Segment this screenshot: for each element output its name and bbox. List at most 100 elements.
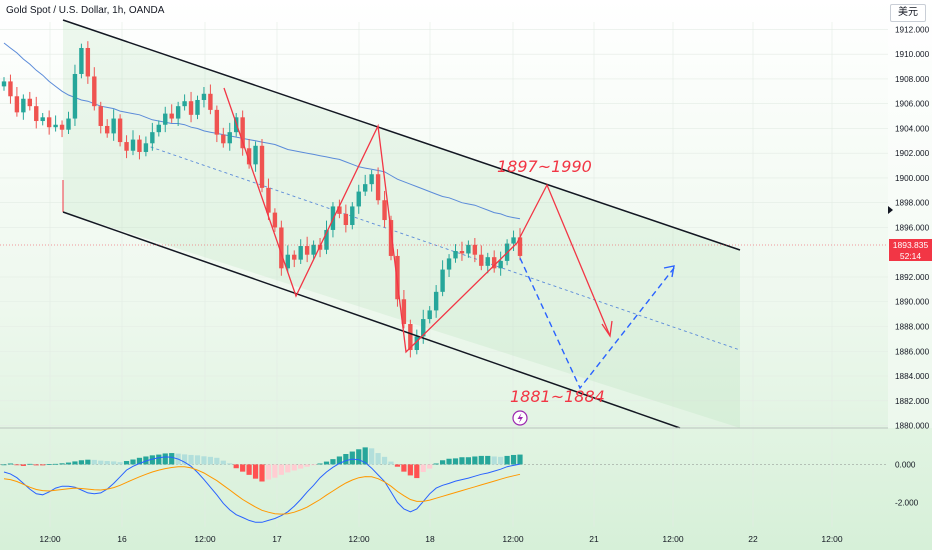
macd-histogram-bar	[20, 464, 26, 466]
macd-histogram-bar	[465, 457, 471, 465]
macd-histogram-bar	[40, 464, 46, 466]
macd-histogram-bar	[104, 461, 110, 465]
last-price-value: 1893.835	[892, 240, 929, 250]
macd-histogram-bar	[278, 464, 284, 475]
channel-lower-line	[62, 211, 681, 429]
macd-histogram-bar	[381, 456, 388, 465]
candle-body	[324, 229, 329, 250]
macd-histogram-bar	[317, 463, 323, 465]
candle-body	[408, 324, 413, 351]
macd-histogram-bar	[298, 464, 304, 469]
candle-body	[163, 113, 168, 125]
macd-histogram-bar	[252, 464, 259, 479]
candle-countdown: 52:14	[899, 250, 922, 261]
candle-body	[66, 118, 71, 130]
chart-title: Gold Spot / U.S. Dollar, 1h, OANDA	[6, 5, 165, 16]
channel-midline	[144, 144, 741, 351]
macd-histogram-bar	[143, 456, 149, 465]
candle-body	[350, 206, 355, 225]
candle-body	[511, 237, 516, 244]
macd-histogram-bar	[194, 455, 201, 465]
macd-histogram-bar	[504, 455, 510, 465]
candle-body	[221, 134, 226, 144]
macd-histogram-bar	[111, 461, 117, 465]
channel-upper-line	[62, 19, 741, 251]
macd-tick-label: 0.000	[895, 460, 916, 469]
macd-histogram-bar	[85, 459, 91, 465]
macd-histogram-bar	[440, 460, 446, 465]
macd-histogram-bar	[517, 454, 523, 465]
last-price-tag: 1893.835 52:14	[889, 239, 932, 261]
candle-body	[401, 299, 407, 325]
price-tick-label: 1886.000	[895, 347, 930, 356]
macd-histogram-bar	[169, 453, 175, 465]
macd-histogram-bar	[78, 460, 84, 465]
macd-histogram-bar	[65, 462, 72, 465]
blue-arrowhead-icon	[663, 265, 675, 278]
macd-histogram-bar	[356, 449, 362, 465]
candle-body	[46, 117, 52, 128]
macd-histogram-bar	[388, 461, 394, 465]
annotation-support: 1881~1884	[510, 387, 605, 406]
candle-body	[143, 143, 149, 152]
macd-histogram-bar	[182, 454, 188, 465]
candle-body	[208, 93, 213, 110]
candle-body	[395, 255, 400, 300]
candle-body	[137, 139, 142, 152]
macd-tick-label: -2.000	[895, 498, 919, 507]
macd-histogram-bar	[246, 464, 252, 475]
macd-histogram-bar	[485, 455, 491, 465]
axis-scroll-arrow-icon[interactable]	[888, 206, 893, 214]
time-tick-label: 12:00	[502, 534, 524, 544]
macd-histogram-bar	[369, 448, 375, 465]
price-axis-bg[interactable]	[888, 22, 932, 428]
candle-body	[259, 145, 265, 188]
annotation-resistance: 1897~1990	[497, 157, 592, 176]
candle-body	[124, 142, 129, 151]
price-tick-label: 1896.000	[895, 223, 930, 232]
macd-histogram-bar	[427, 464, 433, 469]
macd-histogram-bar	[59, 463, 65, 465]
macd-line	[3, 456, 521, 523]
candle-body	[34, 106, 39, 122]
candle-body	[466, 244, 471, 254]
macd-histogram-bar	[394, 464, 401, 467]
macd-histogram-bar	[498, 456, 504, 465]
price-tick-label: 1900.000	[895, 174, 930, 183]
macd-histogram-bar	[285, 464, 291, 473]
price-tick-label: 1904.000	[895, 124, 930, 133]
price-tick-label: 1888.000	[895, 323, 930, 332]
candle-body	[1, 81, 7, 87]
candle-body	[169, 113, 174, 119]
candle-body	[182, 101, 187, 107]
macd-histogram-bar	[452, 458, 459, 465]
time-tick-label: 12:00	[39, 534, 61, 544]
time-tick-label: 12:00	[194, 534, 216, 544]
candle-body	[459, 250, 465, 254]
candle-body	[105, 125, 110, 134]
time-tick-label: 18	[425, 534, 435, 544]
macd-histogram-bar	[149, 455, 155, 465]
macd-histogram-bar	[53, 463, 59, 465]
candle-body	[369, 174, 374, 185]
macd-histogram-bar	[459, 457, 465, 465]
macd-histogram-bar	[27, 463, 33, 465]
candle-body	[492, 257, 497, 269]
price-tick-label: 1882.000	[895, 397, 930, 406]
macd-histogram-bar	[72, 461, 78, 465]
lightning-icon	[517, 413, 523, 424]
candle-body	[337, 206, 342, 214]
candle-body	[117, 118, 123, 143]
currency-button[interactable]: 美元	[890, 4, 926, 22]
macd-histogram-bar	[227, 463, 233, 465]
macd-histogram-bar	[207, 456, 213, 465]
macd-histogram-bar	[362, 447, 368, 465]
time-tick-label: 12:00	[662, 534, 684, 544]
macd-histogram-bar	[414, 464, 420, 479]
candle-body	[27, 98, 32, 107]
macd-histogram-bar	[304, 464, 310, 467]
candle-body	[517, 237, 523, 256]
macd-histogram-bar	[433, 463, 439, 465]
candle-body	[285, 254, 290, 269]
